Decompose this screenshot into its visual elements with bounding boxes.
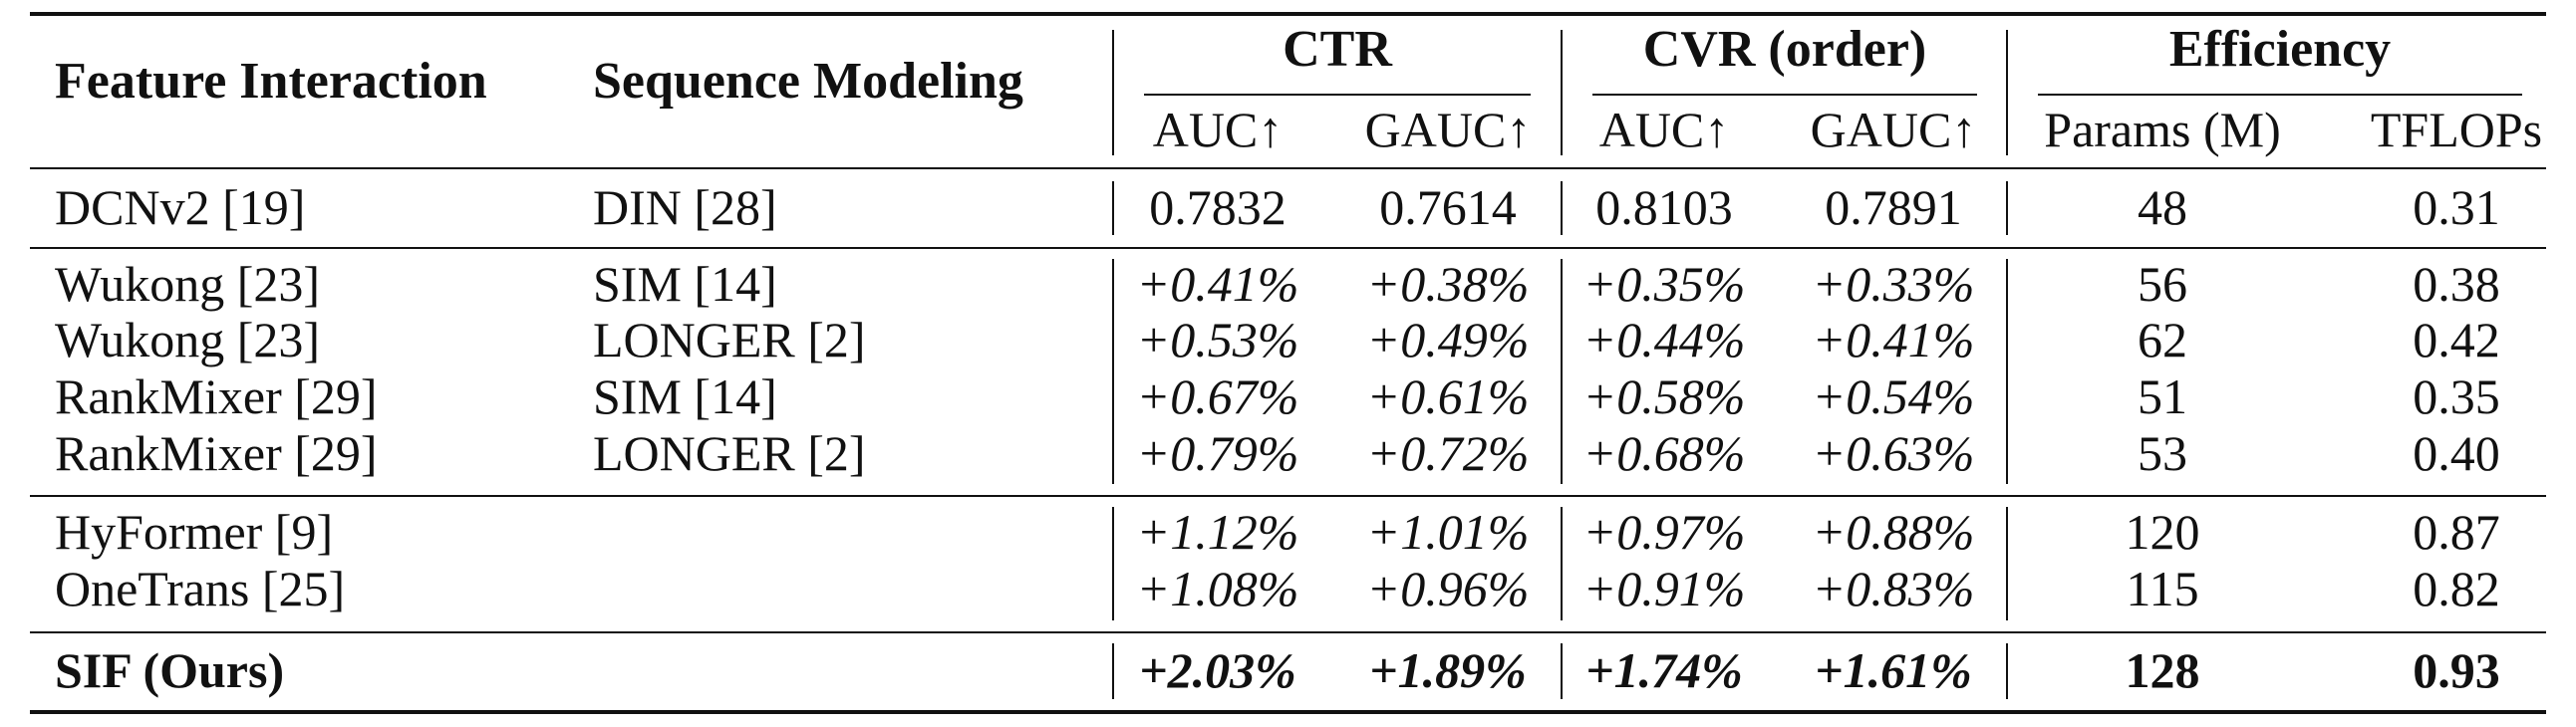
row-2-cvr-auc: +0.44%	[1582, 312, 1746, 367]
row-4-tflops: 0.40	[2413, 425, 2500, 481]
vsep-2-header	[1561, 30, 1563, 155]
row-4-sequence-modeling: LONGER [2]	[593, 425, 866, 481]
vsep-3-band2	[2006, 259, 2008, 484]
row-3-sequence-modeling: SIM [14]	[593, 368, 777, 424]
subheader-cvr-gauc: GAUC↑	[1810, 102, 1977, 157]
subheader-ctr-auc: AUC↑	[1152, 102, 1284, 157]
group-rule-3	[30, 631, 2546, 633]
bottom-rule	[30, 710, 2546, 714]
row-0-tflops: 0.31	[2413, 179, 2500, 235]
row-1-ctr-auc: +0.41%	[1136, 256, 1299, 312]
row-0-ctr-auc: 0.7832	[1149, 179, 1287, 235]
row-5-ctr-auc: +1.12%	[1136, 504, 1299, 560]
row-7-cvr-auc: +1.74%	[1585, 642, 1743, 698]
row-2-params: 62	[2138, 312, 2187, 367]
header-rule	[30, 167, 2546, 169]
row-1-params: 56	[2138, 256, 2187, 312]
row-7-tflops: 0.93	[2413, 642, 2500, 698]
row-5-cvr-auc: +0.97%	[1582, 504, 1746, 560]
row-7-ctr-gauc: +1.89%	[1369, 642, 1527, 698]
vsep-2-band2	[1561, 259, 1563, 484]
row-7-ctr-auc: +2.03%	[1139, 642, 1296, 698]
vsep-2-band4	[1561, 643, 1563, 699]
header-sequence-modeling: Sequence Modeling	[593, 53, 1023, 110]
row-6-ctr-auc: +1.08%	[1136, 561, 1299, 616]
vsep-3-band3	[2006, 507, 2008, 620]
group-rule-2	[30, 495, 2546, 497]
subheader-ctr-gauc: GAUC↑	[1364, 102, 1532, 157]
vsep-1-band3	[1112, 507, 1114, 620]
ctr-cmidrule	[1144, 94, 1531, 96]
row-7-params: 128	[2125, 642, 2200, 698]
vsep-3-band1	[2006, 181, 2008, 235]
row-0-cvr-auc: 0.8103	[1595, 179, 1733, 235]
row-3-ctr-auc: +0.67%	[1136, 368, 1299, 424]
row-3-params: 51	[2138, 368, 2187, 424]
row-0-feature-interaction: DCNv2 [19]	[55, 179, 306, 235]
subheader-params: Params (M)	[2044, 102, 2281, 157]
vsep-1-header	[1112, 30, 1114, 155]
row-4-ctr-auc: +0.79%	[1136, 425, 1299, 481]
row-3-cvr-auc: +0.58%	[1582, 368, 1746, 424]
row-5-ctr-gauc: +1.01%	[1366, 504, 1530, 560]
row-5-feature-interaction: HyFormer [9]	[55, 504, 334, 560]
row-4-cvr-gauc: +0.63%	[1812, 425, 1975, 481]
row-2-sequence-modeling: LONGER [2]	[593, 312, 866, 367]
row-4-cvr-auc: +0.68%	[1582, 425, 1746, 481]
row-4-feature-interaction: RankMixer [29]	[55, 425, 378, 481]
row-0-params: 48	[2138, 179, 2187, 235]
row-5-tflops: 0.87	[2413, 504, 2500, 560]
row-3-cvr-gauc: +0.54%	[1812, 368, 1975, 424]
vsep-1-band4	[1112, 643, 1114, 699]
row-1-tflops: 0.38	[2413, 256, 2500, 312]
vsep-2-band1	[1561, 181, 1563, 235]
row-6-feature-interaction: OneTrans [25]	[55, 561, 346, 616]
row-2-ctr-auc: +0.53%	[1136, 312, 1299, 367]
row-7-feature-interaction: SIF (Ours)	[55, 642, 285, 698]
subheader-tflops: TFLOPs	[2370, 102, 2543, 157]
group-rule-1	[30, 247, 2546, 249]
row-6-cvr-gauc: +0.83%	[1812, 561, 1975, 616]
row-5-params: 120	[2125, 504, 2200, 560]
row-6-tflops: 0.82	[2413, 561, 2500, 616]
row-1-sequence-modeling: SIM [14]	[593, 256, 777, 312]
row-6-params: 115	[2126, 561, 2199, 616]
row-4-params: 53	[2138, 425, 2187, 481]
subheader-cvr-auc: AUC↑	[1598, 102, 1730, 157]
vsep-1-band1	[1112, 181, 1114, 235]
row-4-ctr-gauc: +0.72%	[1366, 425, 1530, 481]
header-feature-interaction: Feature Interaction	[55, 53, 487, 110]
row-2-feature-interaction: Wukong [23]	[55, 312, 320, 367]
vsep-2-band3	[1561, 507, 1563, 620]
row-1-feature-interaction: Wukong [23]	[55, 256, 320, 312]
row-1-cvr-gauc: +0.33%	[1812, 256, 1975, 312]
row-3-ctr-gauc: +0.61%	[1366, 368, 1530, 424]
row-2-cvr-gauc: +0.41%	[1812, 312, 1975, 367]
row-3-tflops: 0.35	[2413, 368, 2500, 424]
header-group-cvr: CVR (order)	[1642, 21, 1927, 78]
header-group-ctr: CTR	[1283, 21, 1392, 78]
row-1-cvr-auc: +0.35%	[1582, 256, 1746, 312]
vsep-3-header	[2006, 30, 2008, 155]
row-2-ctr-gauc: +0.49%	[1366, 312, 1530, 367]
row-2-tflops: 0.42	[2413, 312, 2500, 367]
top-rule	[30, 12, 2546, 16]
row-3-feature-interaction: RankMixer [29]	[55, 368, 378, 424]
vsep-1-band2	[1112, 259, 1114, 484]
row-0-sequence-modeling: DIN [28]	[593, 179, 777, 235]
row-7-cvr-gauc: +1.61%	[1815, 642, 1972, 698]
cvr-cmidrule	[1592, 94, 1977, 96]
header-group-efficiency: Efficiency	[2168, 21, 2392, 78]
row-5-cvr-gauc: +0.88%	[1812, 504, 1975, 560]
row-1-ctr-gauc: +0.38%	[1366, 256, 1530, 312]
row-0-ctr-gauc: 0.7614	[1379, 179, 1517, 235]
vsep-3-band4	[2006, 643, 2008, 699]
row-6-cvr-auc: +0.91%	[1582, 561, 1746, 616]
row-6-ctr-gauc: +0.96%	[1366, 561, 1530, 616]
row-0-cvr-gauc: 0.7891	[1825, 179, 1962, 235]
efficiency-cmidrule	[2038, 94, 2522, 96]
